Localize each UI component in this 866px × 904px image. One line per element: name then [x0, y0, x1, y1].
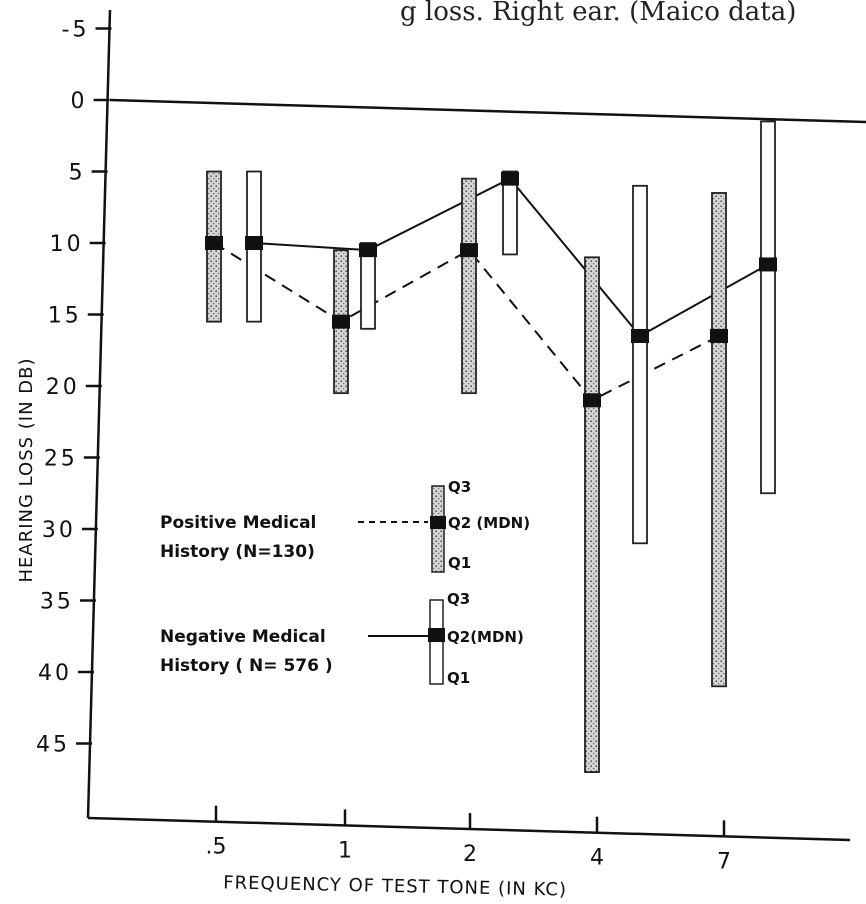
- x-tick-label: 1: [338, 838, 352, 863]
- chart-title: g loss. Right ear. (Maico data): [400, 0, 796, 27]
- x-tick-label: 4: [590, 846, 604, 871]
- legend-positive-line2: History (N=130): [160, 542, 315, 562]
- positive-history-median-marker: [332, 314, 350, 329]
- x-tick-label: 7: [717, 849, 731, 874]
- x-axis-label: FREQUENCY OF TEST TONE (IN KC): [223, 872, 567, 900]
- y-tick-label: 5: [69, 161, 86, 186]
- zero-reference-line: [109, 98, 866, 124]
- legend-positive-line1: Positive Medical: [160, 513, 316, 533]
- y-tick-label: 25: [44, 447, 78, 472]
- y-axis-line: [86, 9, 112, 819]
- y-tick-label: 20: [46, 375, 80, 400]
- negative-history-box: [360, 242, 376, 330]
- legend-negative-median: [428, 628, 445, 642]
- series-lines: [213, 177, 769, 402]
- legend-negative-q3: Q3: [447, 590, 470, 608]
- box-plots: [205, 120, 777, 773]
- y-tick-label: 30: [42, 518, 76, 543]
- y-tick-label: 10: [50, 232, 84, 257]
- y-axis-label: HEARING LOSS (IN DB): [16, 357, 37, 582]
- positive-history-box: [711, 192, 727, 688]
- negative-history-box: [502, 170, 518, 256]
- y-tick-label: 0: [71, 89, 88, 114]
- negative-history-median-marker: [245, 236, 263, 250]
- y-tick-label: -5: [62, 18, 90, 43]
- x-tick-label: 2: [463, 842, 477, 867]
- positive-history-median-marker: [205, 236, 223, 250]
- legend-negative-q2: Q2(MDN): [447, 628, 524, 646]
- negative-history-box: [632, 184, 648, 545]
- legend-negative-line2: History ( N= 576 ): [160, 656, 333, 676]
- y-tick-label: 45: [36, 733, 70, 758]
- positive-history-median-marker: [460, 243, 478, 258]
- negative-history-median-marker: [501, 171, 519, 186]
- positive-history-median-marker: [583, 393, 601, 408]
- x-tick-label: .5: [206, 835, 227, 860]
- y-tick-label: 35: [40, 590, 74, 615]
- y-tick-label: 15: [48, 304, 82, 329]
- positive-history-box: [584, 256, 600, 773]
- y-tick-label: 40: [38, 661, 72, 686]
- legend-positive-q2: Q2 (MDN): [448, 514, 530, 532]
- y-axis-ticks: -5 0 5 10 15 20 25 30 35 40 45: [36, 18, 112, 758]
- x-axis-ticks: .5 1 2 4 7: [206, 805, 731, 874]
- legend-negative-q1: Q1: [447, 669, 470, 687]
- legend-negative-line1: Negative Medical: [160, 627, 326, 647]
- negative-history-median-marker: [359, 243, 377, 258]
- legend-positive-q3: Q3: [448, 478, 471, 496]
- legend-positive-median: [430, 516, 446, 529]
- positive-history-median-marker: [710, 328, 728, 343]
- legend: Positive Medical History (N=130) Q3 Q2 (…: [160, 478, 530, 687]
- legend-positive-q1: Q1: [448, 554, 471, 572]
- negative-history-median-marker: [759, 257, 777, 272]
- negative-history-median-marker: [631, 328, 649, 343]
- positive-history-box: [461, 177, 477, 395]
- negative-history-box: [760, 120, 776, 495]
